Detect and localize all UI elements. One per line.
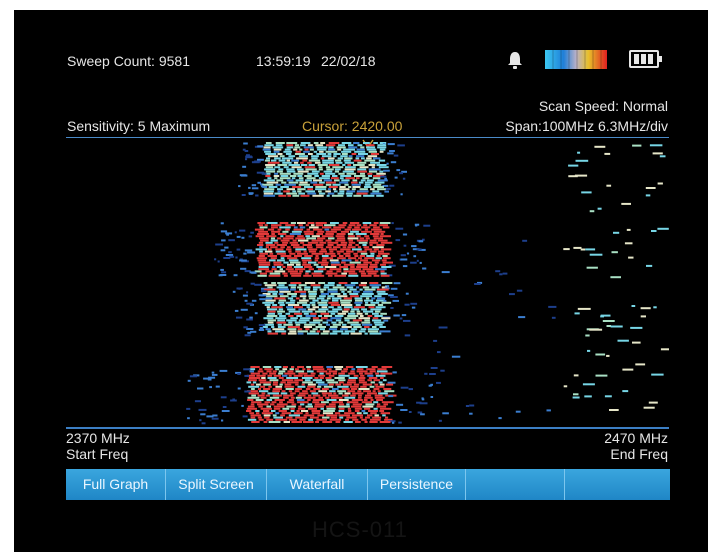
persistence-button[interactable]: Persistence bbox=[368, 469, 466, 500]
plot-bottom-border bbox=[66, 427, 669, 429]
end-freq-value: 2470 MHz bbox=[604, 430, 668, 446]
start-freq-value: 2370 MHz bbox=[66, 430, 130, 446]
start-freq-label: Start Freq bbox=[66, 446, 129, 462]
device-watermark: HCS-011 bbox=[312, 517, 408, 542]
end-freq-label: End Freq bbox=[610, 446, 668, 462]
clock-time: 13:59:19 bbox=[256, 53, 311, 69]
analyzer-screen: Sweep Count: 9581 13:59:19 22/02/18 bbox=[14, 10, 708, 552]
span: Span:100MHz 6.3MHz/div bbox=[505, 118, 668, 134]
cursor-readout: Cursor: 2420.00 bbox=[302, 118, 403, 134]
sweep-count: Sweep Count: 9581 bbox=[67, 53, 190, 69]
split-screen-button[interactable]: Split Screen bbox=[166, 469, 267, 500]
full-graph-button[interactable]: Full Graph bbox=[66, 469, 166, 500]
mode-toolbar: Full Graph Split Screen Waterfall Persis… bbox=[66, 469, 670, 500]
empty-button-5[interactable] bbox=[466, 469, 565, 500]
waterfall-button[interactable]: Waterfall bbox=[267, 469, 368, 500]
battery-icon bbox=[629, 50, 662, 68]
scan-speed: Scan Speed: Normal bbox=[538, 98, 668, 114]
color-scale-icon bbox=[545, 50, 607, 69]
bell-icon[interactable] bbox=[506, 50, 524, 70]
sensitivity: Sensitivity: 5 Maximum bbox=[67, 118, 211, 134]
plot-top-border bbox=[66, 137, 669, 138]
date: 22/02/18 bbox=[321, 53, 376, 69]
waterfall-plot bbox=[186, 139, 669, 425]
empty-button-6[interactable] bbox=[565, 469, 670, 500]
